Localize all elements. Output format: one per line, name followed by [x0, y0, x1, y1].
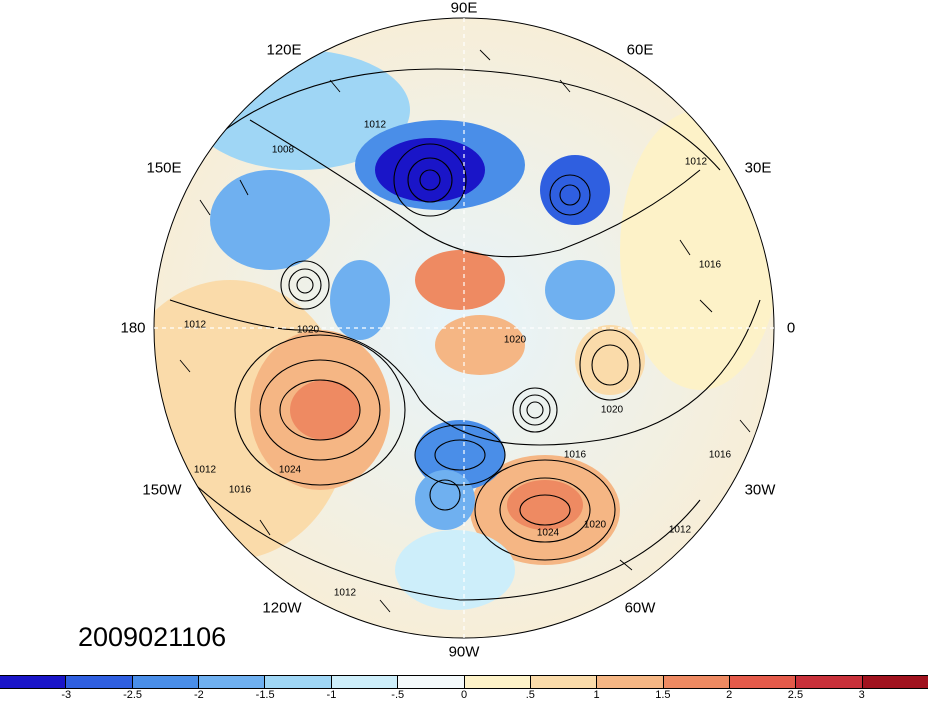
colorbar-swatch: [862, 676, 928, 688]
colorbar-tick-label: 1: [593, 689, 600, 701]
contour-label: 1020: [296, 324, 320, 336]
colorbar-swatch: [66, 676, 133, 688]
colorbar-swatch: [265, 676, 332, 688]
colorbar-swatch: [729, 676, 797, 688]
contour-label: 1012: [684, 156, 708, 168]
colorbar-swatch: [0, 676, 67, 688]
contour-label: 1012: [183, 319, 207, 331]
lon-label-180: 180: [120, 319, 146, 337]
timestamp-label: 2009021106: [78, 622, 227, 652]
lon-label-90e: 90E: [450, 0, 478, 17]
colorbar-swatch: [199, 676, 266, 688]
colorbar-tick-label: -2: [193, 689, 204, 701]
colorbar-swatch: [597, 676, 664, 688]
colorbar-tick-label: 2.5: [787, 689, 804, 701]
colorbar-swatch: [331, 676, 399, 688]
colorbar: [0, 675, 928, 689]
colorbar-tick-label: 3: [858, 689, 865, 701]
colorbar-tick-label: .5: [525, 689, 535, 701]
lon-label-90w: 90W: [448, 643, 480, 661]
lon-label-120e: 120E: [266, 41, 302, 59]
colorbar-tick-label: -1: [326, 689, 337, 701]
lon-label-150w: 150W: [142, 481, 182, 499]
colorbar-swatch: [398, 676, 465, 688]
contour-label: 1020: [600, 404, 624, 416]
lon-label-60w: 60W: [624, 599, 656, 617]
contour-label: 1012: [333, 587, 357, 599]
lon-label-120w: 120W: [262, 599, 302, 617]
contour-label: 1012: [668, 524, 692, 536]
colorbar-swatch: [464, 676, 531, 688]
lon-label-150e: 150E: [146, 159, 182, 177]
colorbar-swatch: [132, 676, 200, 688]
contour-label: 1008: [271, 144, 295, 156]
colorbar-tick-label: 0: [460, 689, 468, 701]
colorbar-tick-label: -.5: [391, 689, 405, 701]
wind-barbs: [179, 49, 751, 613]
contour-label: 1016: [708, 449, 732, 461]
contour-label: 1020: [503, 334, 527, 346]
map-field: [154, 18, 774, 638]
colorbar-tick-label: -3: [61, 689, 72, 701]
colorbar-tick-label: -1.5: [255, 689, 275, 701]
contour-label: 1016: [698, 259, 722, 271]
contour-label: 1024: [536, 527, 560, 539]
colorbar-tick-label: -2.5: [123, 689, 143, 701]
contour-label: 1024: [278, 464, 302, 476]
colorbar-tick-label: 1.5: [655, 689, 671, 701]
contour-label: 1012: [363, 119, 387, 131]
lon-label-60e: 60E: [626, 41, 654, 59]
colorbar-swatch: [530, 676, 598, 688]
lon-label-0: 0: [786, 319, 796, 337]
contour-label: 1020: [583, 519, 607, 531]
lon-label-30w: 30W: [744, 481, 776, 499]
pressure-contours: [169, 68, 761, 601]
contour-label: 1016: [563, 449, 587, 461]
colorbar-tick-label: 2: [726, 689, 733, 701]
colorbar-swatch: [663, 676, 730, 688]
colorbar-swatch: [796, 676, 863, 688]
anomaly-positive-center: [290, 380, 360, 440]
lon-label-30e: 30E: [744, 159, 772, 177]
contour-label: 1012: [193, 464, 217, 476]
contour-label: 1016: [228, 484, 252, 496]
